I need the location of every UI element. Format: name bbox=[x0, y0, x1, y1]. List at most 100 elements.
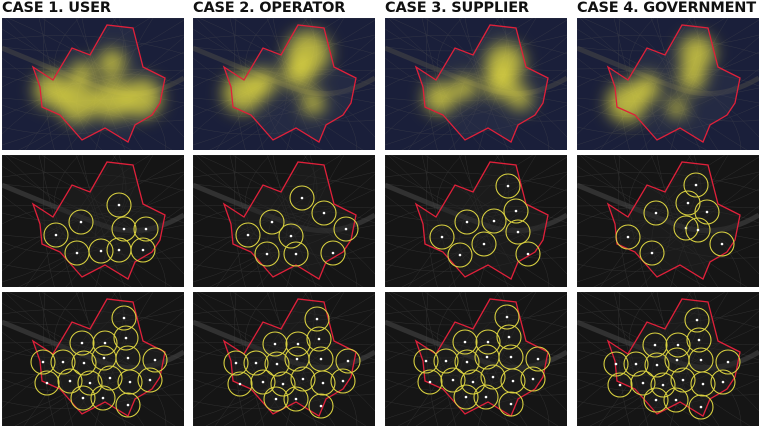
station-point bbox=[485, 355, 489, 359]
station-coverage-circle bbox=[320, 240, 346, 266]
station-point bbox=[655, 363, 659, 367]
station-coverage-circle bbox=[447, 242, 473, 268]
station-point bbox=[424, 359, 428, 363]
city-boundary bbox=[31, 24, 166, 143]
station-coverage-circle bbox=[92, 330, 118, 356]
station-point bbox=[705, 210, 709, 214]
station-coverage-circle bbox=[505, 219, 531, 245]
station-coverage-circle bbox=[115, 392, 141, 418]
station-point bbox=[319, 404, 323, 408]
station-point bbox=[301, 377, 305, 381]
station-coverage-circle bbox=[496, 324, 522, 350]
station-coverage-circle bbox=[262, 331, 288, 357]
station-coverage-circle bbox=[615, 224, 641, 250]
heatmap-map-panel bbox=[2, 18, 184, 150]
station-coverage-circle bbox=[142, 347, 168, 373]
station-coverage-circle bbox=[665, 332, 691, 358]
station-coverage-circle bbox=[607, 372, 633, 398]
station-point bbox=[696, 228, 700, 232]
station-point bbox=[482, 242, 486, 246]
river bbox=[577, 45, 759, 97]
station-point bbox=[128, 380, 132, 384]
city-boundary bbox=[31, 161, 166, 280]
station-point bbox=[471, 380, 475, 384]
heat-blob bbox=[453, 76, 477, 100]
station-coverage-circle bbox=[106, 192, 132, 218]
city-boundary bbox=[222, 161, 357, 280]
station-point bbox=[82, 361, 86, 365]
station-point bbox=[289, 234, 293, 238]
station-coverage-circle bbox=[250, 369, 276, 395]
heat-blob bbox=[508, 86, 532, 110]
heat-blob bbox=[92, 80, 132, 120]
station-coverage-circle bbox=[480, 364, 506, 390]
station-coverage-circle bbox=[650, 372, 676, 398]
case-title: CASE 3. SUPPLIER bbox=[385, 0, 529, 16]
heat-blob bbox=[249, 69, 277, 97]
station-coverage-circle bbox=[475, 329, 501, 355]
station-point bbox=[491, 375, 495, 379]
station-coverage-circle bbox=[254, 241, 280, 267]
station-point bbox=[516, 230, 520, 234]
station-coverage-circle bbox=[429, 224, 455, 250]
station-coverage-circle bbox=[460, 369, 486, 395]
station-point bbox=[699, 405, 703, 409]
station-point bbox=[699, 358, 703, 362]
station-coverage-circle bbox=[137, 367, 163, 393]
station-coverage-circle bbox=[452, 329, 478, 355]
station-coverage-circle bbox=[454, 209, 480, 235]
heat-blob bbox=[679, 35, 715, 71]
station-coverage-circle bbox=[683, 172, 709, 198]
heatmap-map-panel bbox=[577, 18, 759, 150]
station-point bbox=[294, 252, 298, 256]
station-coverage-circle bbox=[453, 384, 479, 410]
station-coverage-circle bbox=[290, 366, 316, 392]
station-point bbox=[300, 196, 304, 200]
station-point bbox=[650, 251, 654, 255]
station-point bbox=[463, 340, 467, 344]
station-point bbox=[618, 383, 622, 387]
station-point bbox=[117, 248, 121, 252]
city-boundary bbox=[414, 161, 549, 280]
station-coverage-circle bbox=[111, 216, 137, 242]
station-coverage-circle bbox=[278, 223, 304, 249]
station-coverage-circle bbox=[603, 351, 629, 377]
heat-blob bbox=[633, 74, 661, 102]
station-coverage-circle bbox=[473, 384, 499, 410]
heat-blob bbox=[301, 91, 325, 115]
station-point bbox=[661, 383, 665, 387]
station-point bbox=[144, 227, 148, 231]
station-point bbox=[254, 361, 258, 365]
heat-blob bbox=[98, 49, 126, 77]
station-coverage-circle bbox=[643, 200, 669, 226]
station-coverage-circle bbox=[306, 326, 332, 352]
station-coverage-circle bbox=[643, 387, 669, 413]
station-point bbox=[122, 227, 126, 231]
station-point bbox=[507, 335, 511, 339]
station-coverage-circle bbox=[710, 369, 736, 395]
station-coverage-circle bbox=[77, 370, 103, 396]
station-coverage-circle bbox=[289, 185, 315, 211]
station-point bbox=[509, 402, 513, 406]
station-point bbox=[676, 343, 680, 347]
station-point bbox=[331, 251, 335, 255]
station-point bbox=[294, 397, 298, 401]
station-point bbox=[153, 358, 157, 362]
station-point bbox=[697, 338, 701, 342]
station-coverage-circle bbox=[644, 352, 670, 378]
station-point bbox=[273, 342, 277, 346]
station-coverage-circle bbox=[623, 351, 649, 377]
station-coverage-circle bbox=[310, 370, 336, 396]
station-coverage-circle bbox=[684, 307, 710, 333]
station-point bbox=[654, 398, 658, 402]
station-point bbox=[346, 359, 350, 363]
station-point bbox=[81, 396, 85, 400]
heat-blob bbox=[57, 83, 97, 123]
station-point bbox=[141, 248, 145, 252]
station-point bbox=[45, 381, 49, 385]
station-point bbox=[526, 252, 530, 256]
station-point bbox=[41, 360, 45, 364]
station-point bbox=[270, 220, 274, 224]
station-coverage-circle bbox=[413, 348, 439, 374]
station-coverage-circle bbox=[498, 391, 524, 417]
